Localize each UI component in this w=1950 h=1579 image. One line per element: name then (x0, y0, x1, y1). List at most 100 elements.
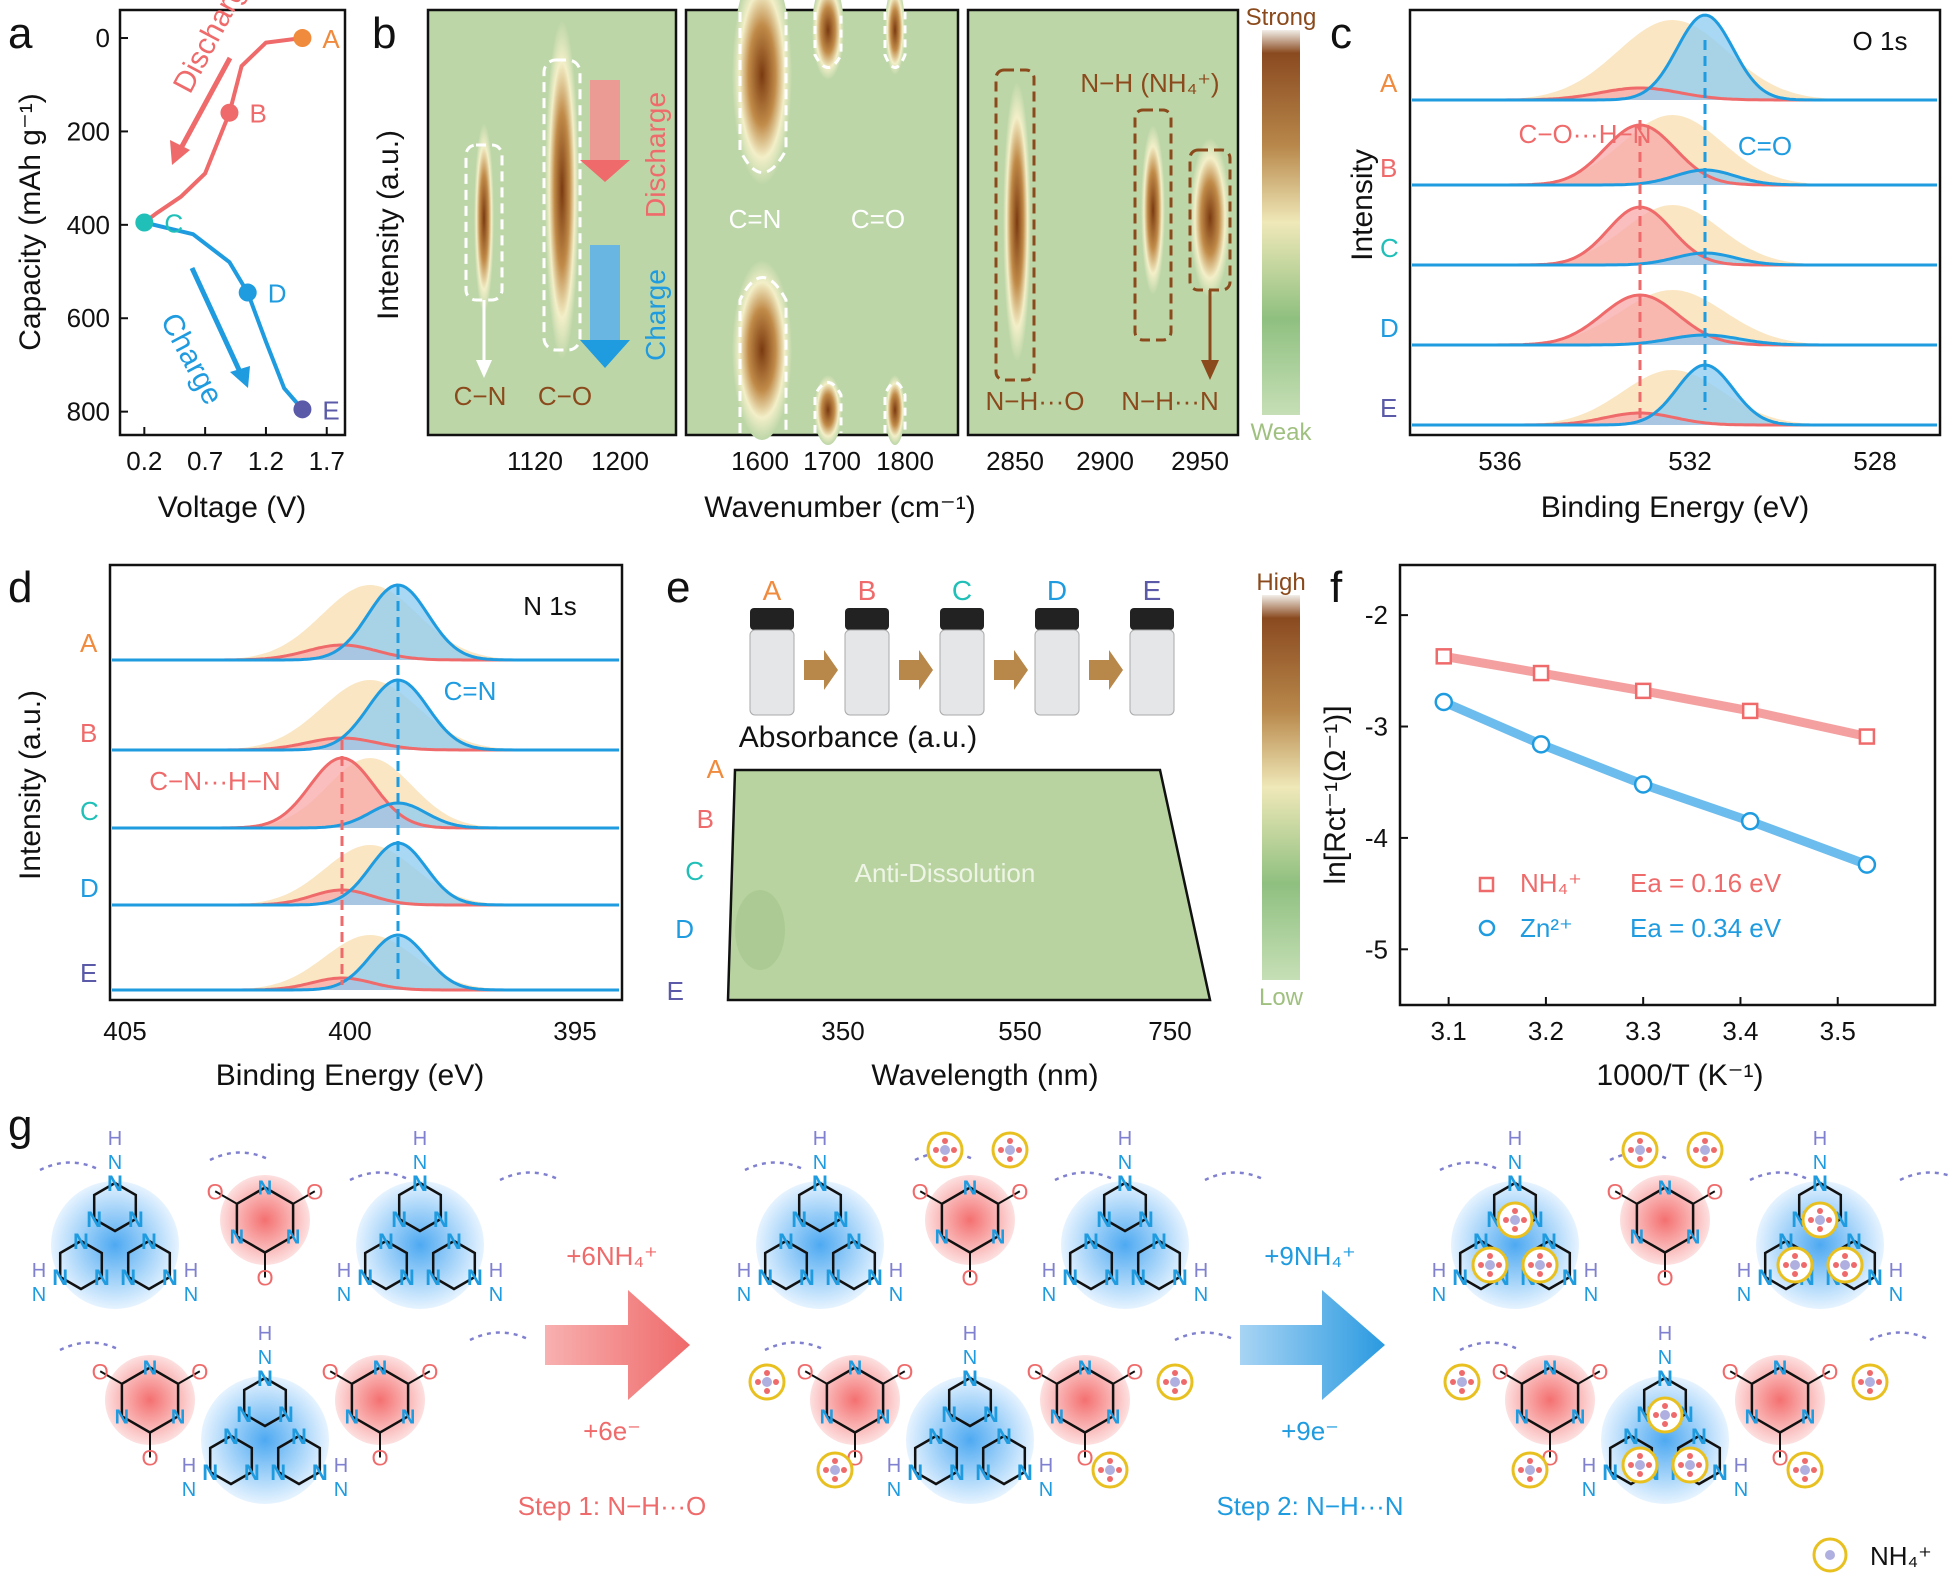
panel-c: A B C D E O 1s C−O···H−N C=O 536 532 528 Bin… (1346, 8, 1942, 524)
xps-line-blue (112, 583, 619, 662)
f-xtick-label: 3.4 (1722, 1016, 1758, 1046)
svg-text:N: N (1118, 1152, 1132, 1174)
svg-text:N: N (1691, 1424, 1707, 1449)
svg-text:N: N (1867, 1265, 1883, 1290)
svg-text:O: O (1722, 1359, 1739, 1384)
svg-text:H: H (258, 1323, 272, 1345)
f-point-nh4 (1532, 664, 1550, 682)
svg-text:O: O (961, 1266, 978, 1291)
svg-text:N: N (941, 1402, 957, 1427)
svg-text:N: N (257, 1366, 273, 1391)
charge-arrowhead (230, 366, 250, 388)
b-band-co1 (812, 0, 844, 80)
svg-text:N: N (1657, 1366, 1673, 1391)
xps-peak-blue (1412, 15, 1938, 101)
h-bond-line (914, 1151, 976, 1162)
a-point-d (238, 283, 257, 302)
svg-text:N: N (1543, 1358, 1557, 1380)
a-xtick-label: 1.7 (309, 446, 345, 476)
b-box-x1 (883, 12, 907, 69)
h-bond-line (349, 1171, 411, 1182)
panel-a-ylabel: Capacity (mAh g⁻¹) (14, 93, 47, 351)
f-point-nh4 (1858, 728, 1876, 745)
discharge-arrowhead (170, 140, 190, 165)
b-box-co1 (813, 12, 843, 69)
b-band-co2 (814, 375, 842, 445)
panel-letters: a b c d e f g (8, 9, 1352, 1150)
xps-line-blue (1412, 251, 1937, 267)
b-box-co2 (813, 381, 843, 433)
svg-text:H: H (108, 1128, 122, 1150)
svg-text:N: N (94, 1265, 110, 1290)
vial-arrow-icon (899, 650, 933, 690)
vial-arrow-icon (804, 650, 838, 690)
vial-body-icon (749, 629, 795, 716)
xps-peak-red (1412, 207, 1938, 265)
svg-text:N: N (791, 1207, 807, 1232)
xps-row-label: E (1380, 393, 1397, 423)
nh4-ion-icon (1496, 1201, 1534, 1239)
e-row-label: D (675, 914, 694, 944)
xps-row-label: B (1380, 153, 1397, 183)
f-point-nh4 (1634, 682, 1652, 700)
svg-text:N: N (345, 1406, 359, 1428)
a-xtick-label: 1.2 (248, 446, 284, 476)
svg-text:N: N (1582, 1479, 1596, 1501)
svg-text:O: O (1607, 1179, 1624, 1204)
svg-text:N: N (907, 1460, 923, 1485)
svg-text:N: N (391, 1207, 407, 1232)
svg-text:N: N (1096, 1207, 1112, 1232)
svg-text:N: N (446, 1229, 462, 1254)
a-point-label: D (268, 279, 287, 309)
svg-text:N: N (373, 1358, 387, 1380)
vial-cap-icon (750, 608, 794, 630)
nh4-ion-icon (1443, 1363, 1481, 1401)
nh4-ion-icon (1786, 1451, 1824, 1489)
svg-text:H: H (1889, 1260, 1903, 1282)
f-legend-nh4-ea: Ea = 0.16 eV (1630, 868, 1782, 898)
svg-text:N: N (399, 1265, 415, 1290)
a-ytick-label: 400 (67, 210, 110, 240)
svg-text:N: N (489, 1284, 503, 1306)
g-legend: NH₄⁺ (1812, 1537, 1932, 1573)
h-bond-line (744, 1161, 806, 1172)
svg-text:N: N (737, 1284, 751, 1306)
svg-text:N: N (848, 1358, 862, 1380)
nh4-ion-icon (1511, 1451, 1549, 1489)
f-xtick-label: 3.5 (1820, 1016, 1856, 1046)
vial-arrow-icon (994, 650, 1028, 690)
b-box-nho (994, 68, 1036, 382)
svg-text:N: N (223, 1424, 239, 1449)
svg-text:N: N (425, 1265, 441, 1290)
svg-text:N: N (876, 1406, 890, 1428)
svg-text:N: N (1130, 1265, 1146, 1290)
b-charge-label: Charge (640, 269, 671, 361)
b-box-co (542, 58, 582, 352)
svg-text:H: H (889, 1260, 903, 1282)
b-band-cn (474, 123, 494, 313)
svg-text:O: O (322, 1359, 339, 1384)
svg-text:N: N (1104, 1265, 1120, 1290)
svg-text:O: O (896, 1359, 913, 1384)
charge-arrow (189, 266, 243, 374)
b-box-cn (464, 143, 504, 302)
b-arrowhead-nh4 (1201, 360, 1219, 380)
vial-cap-icon (940, 608, 984, 630)
svg-text:N: N (258, 1347, 272, 1369)
panel-e-xlabel: Wavelength (nm) (871, 1059, 1098, 1092)
f-point-zn (1857, 855, 1877, 874)
svg-text:N: N (1138, 1207, 1154, 1232)
nh4-ion-icon (926, 1131, 964, 1169)
xps-row-label: B (80, 718, 97, 748)
svg-text:N: N (996, 1424, 1012, 1449)
b-sub1-tick-1120: 1120 (507, 446, 563, 476)
nh4-ion-icon (991, 1131, 1029, 1169)
svg-text:N: N (120, 1265, 136, 1290)
svg-text:H: H (1584, 1260, 1598, 1282)
svg-text:N: N (1194, 1284, 1208, 1306)
